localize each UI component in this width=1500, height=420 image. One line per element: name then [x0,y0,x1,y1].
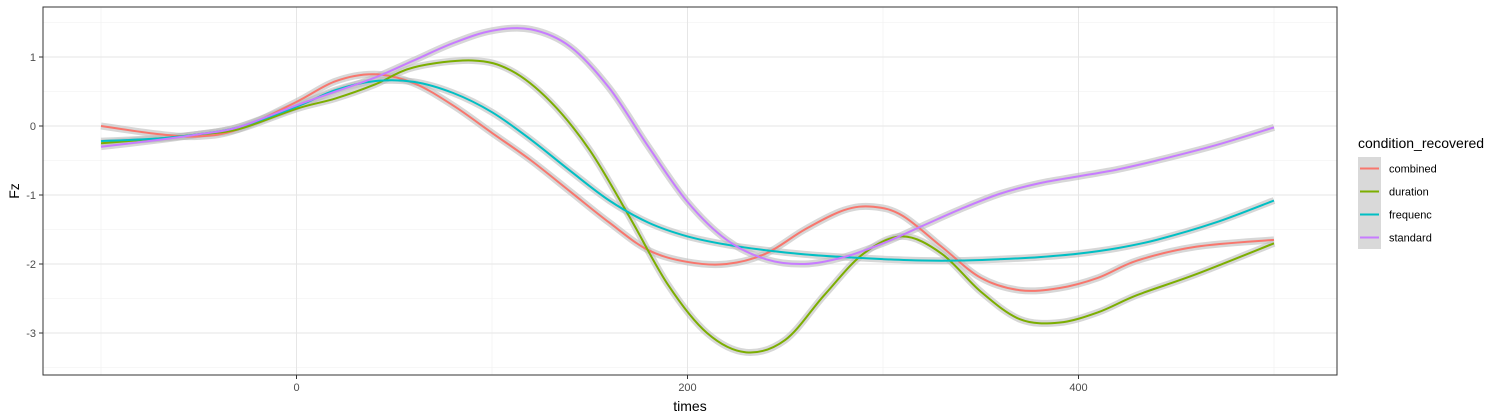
series-lines [100,27,1275,354]
y-axis-title: Fz [6,183,22,199]
x-axis-ticks: 0 200 400 [293,375,1088,394]
legend-label-combined: combined [1389,164,1437,176]
series-line-duration [100,59,1275,354]
y-tick-label: 1 [30,52,36,64]
legend: condition_recovered combined duration freq… [1358,135,1484,249]
series-line-standard [100,27,1275,266]
legend-label-duration: duration [1389,187,1429,199]
x-tick-label: 200 [678,382,696,394]
plot-border [42,6,1338,376]
legend-label-standard: standard [1389,233,1432,245]
x-axis-title: times [673,398,706,414]
y-tick-label: -1 [26,190,36,202]
legend-label-frequenc: frequenc [1389,210,1432,222]
y-tick-label: -2 [26,259,36,271]
y-axis-ticks: -3 -2 -1 0 1 [26,52,43,340]
y-tick-label: 0 [30,121,36,133]
y-tick-label: -3 [26,328,36,340]
x-tick-label: 400 [1069,382,1087,394]
series-line-combined [100,73,1275,292]
legend-title: condition_recovered [1358,135,1484,151]
x-tick-label: 0 [293,382,299,394]
